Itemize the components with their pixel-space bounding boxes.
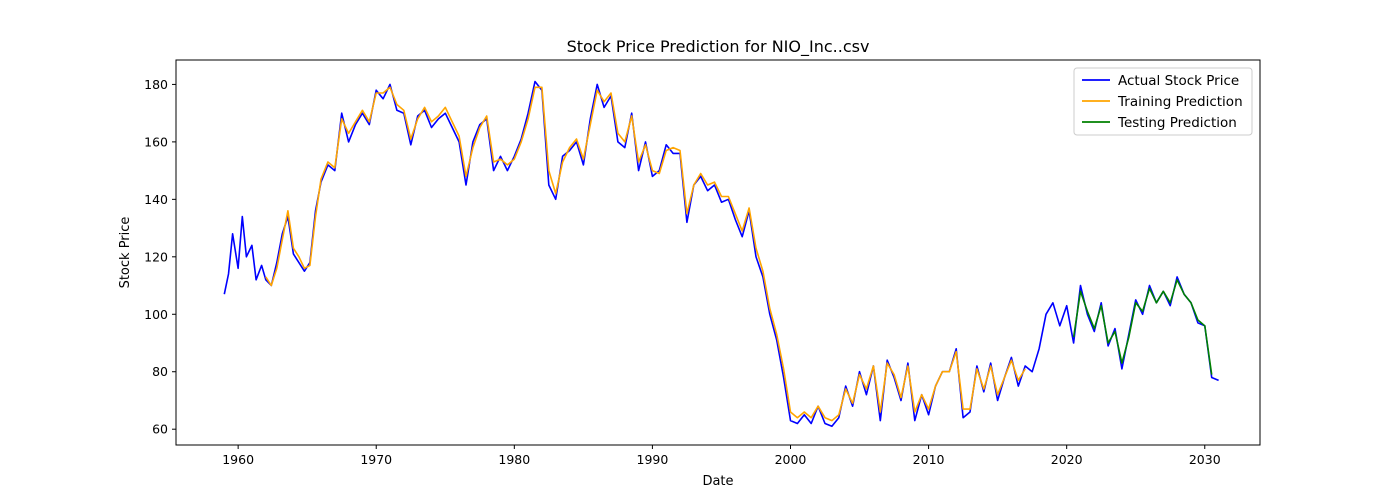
x-tick-label: 1970	[360, 452, 392, 467]
series-line-1	[223, 80, 1219, 428]
legend-label: Actual Stock Price	[1118, 73, 1239, 89]
y-tick-label: 180	[144, 77, 168, 92]
x-axis: 1960 1970 1980 1990 2000 2010 2020 2030	[222, 445, 1221, 467]
y-tick-label: 60	[152, 422, 168, 437]
legend: Actual Stock Price Training Prediction Tes…	[1073, 67, 1253, 136]
legend-label: Testing Prediction	[1117, 115, 1237, 131]
series-group	[223, 80, 1219, 428]
y-tick-label: 160	[144, 134, 168, 149]
y-axis-label: Stock Price	[118, 217, 133, 289]
x-tick-label: 2020	[1051, 452, 1083, 467]
x-tick-label: 1990	[637, 452, 669, 467]
x-tick-label: 1980	[498, 452, 530, 467]
legend-box	[1073, 67, 1253, 136]
x-tick-label: 2010	[913, 452, 945, 467]
plot-area	[175, 59, 1261, 446]
chart-title: Stock Price Prediction for NIO_Inc..csv	[567, 37, 870, 57]
series-line-3	[1072, 278, 1213, 375]
x-tick-label: 1960	[222, 452, 254, 467]
x-tick-label: 2000	[775, 452, 807, 467]
plot-frame	[175, 59, 1261, 446]
y-tick-label: 120	[144, 249, 168, 264]
y-tick-label: 140	[144, 192, 168, 207]
series-line-2	[265, 86, 1026, 422]
y-axis: 60 80 100 120 140 160 180	[144, 77, 176, 437]
x-tick-label: 2030	[1189, 452, 1221, 467]
legend-label: Training Prediction	[1117, 94, 1243, 110]
y-tick-label: 100	[144, 307, 168, 322]
y-tick-label: 80	[152, 364, 168, 379]
x-axis-label: Date	[702, 474, 733, 489]
